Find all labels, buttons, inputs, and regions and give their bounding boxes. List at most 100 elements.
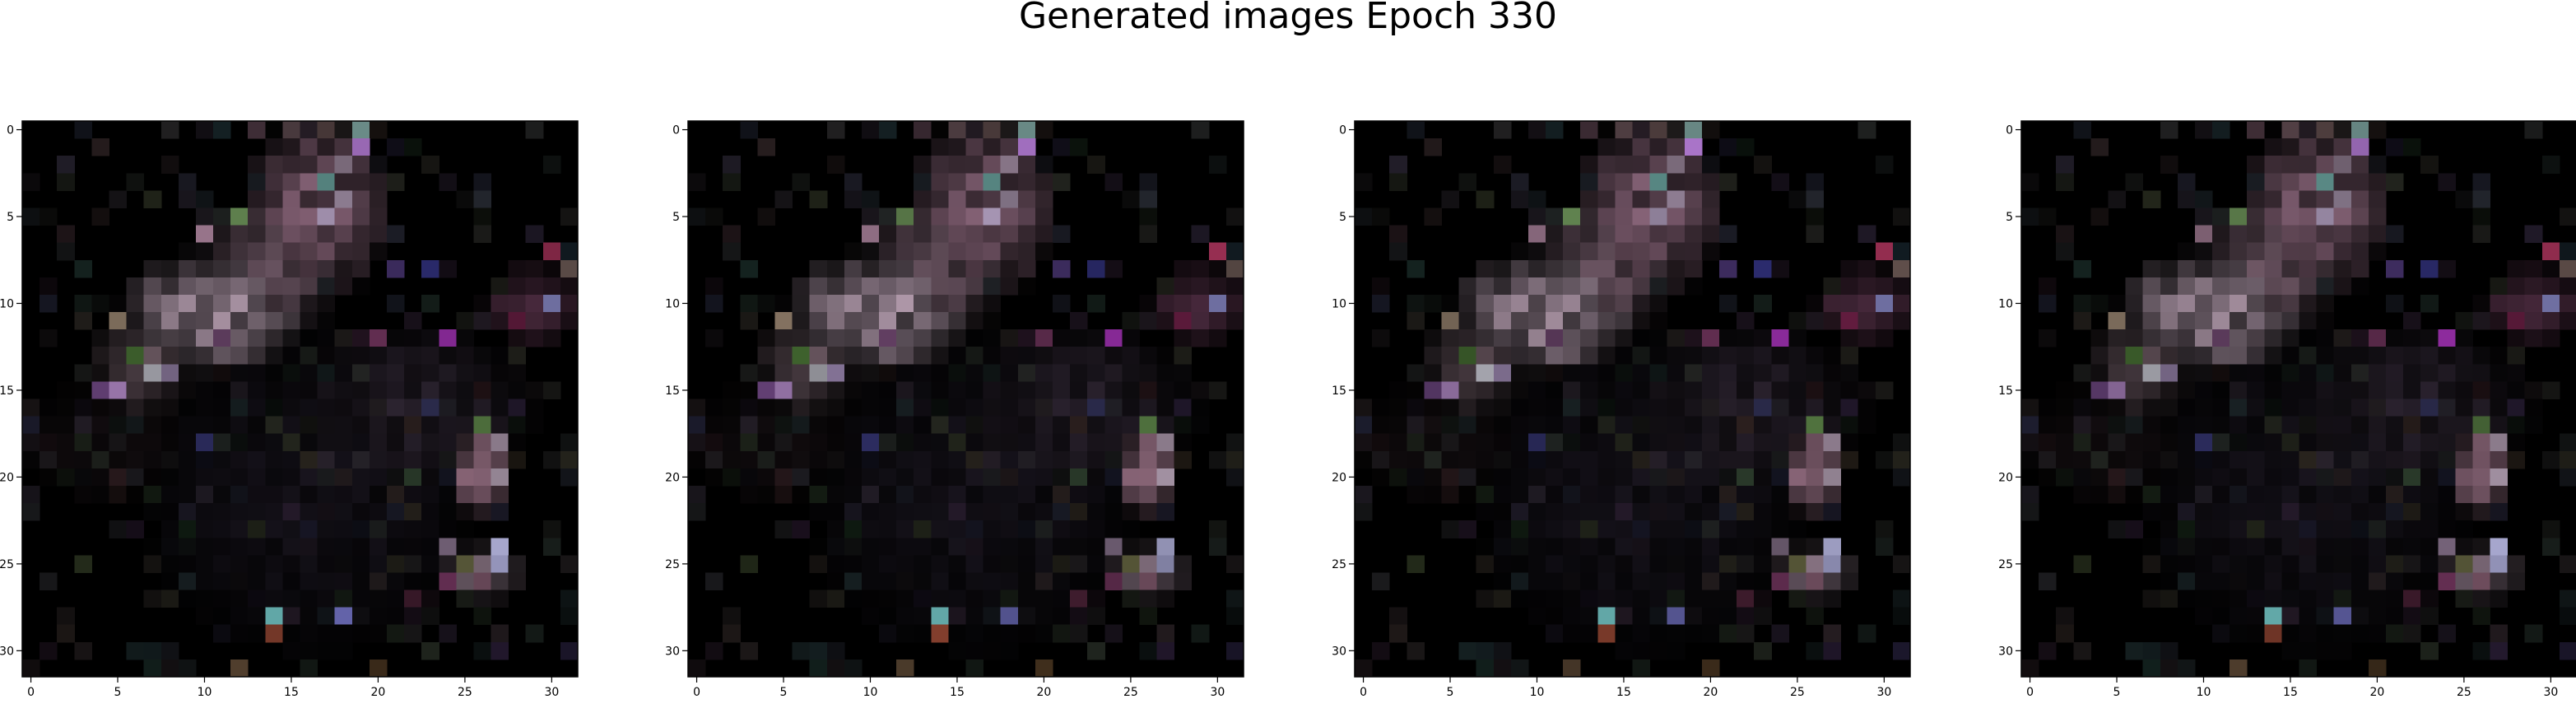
image-pixel — [317, 207, 336, 226]
image-pixel — [1355, 450, 1373, 469]
image-pixel — [1667, 555, 1686, 573]
image-pixel — [1649, 190, 1668, 208]
image-pixel — [931, 450, 949, 469]
image-pixel — [2264, 294, 2282, 313]
image-pixel — [334, 242, 353, 261]
image-pixel — [1632, 590, 1651, 608]
image-pixel — [2177, 485, 2196, 504]
image-pixel — [965, 329, 984, 347]
image-pixel — [914, 381, 932, 399]
image-pixel — [1052, 329, 1071, 347]
image-pixel — [2438, 538, 2456, 556]
image-pixel — [143, 381, 162, 399]
image-pixel — [861, 225, 880, 244]
image-pixel — [2230, 572, 2248, 591]
image-pixel — [300, 277, 319, 296]
image-pixel — [2316, 468, 2335, 487]
image-pixel — [948, 138, 966, 156]
image-pixel — [1580, 624, 1598, 643]
image-pixel — [1858, 277, 1876, 296]
image-pixel — [826, 398, 845, 417]
image-pixel — [1017, 416, 1036, 435]
image-pixel — [1104, 520, 1123, 538]
image-pixel — [983, 329, 1002, 347]
image-pixel — [2438, 416, 2456, 435]
image-pixel — [2316, 572, 2335, 591]
image-pixel — [1718, 364, 1737, 382]
image-pixel — [861, 190, 880, 208]
image-pixel — [1667, 607, 1686, 626]
image-pixel — [2177, 347, 2196, 365]
image-pixel — [421, 364, 439, 382]
image-pixel — [456, 433, 474, 452]
image-pixel — [1139, 590, 1158, 608]
image-pixel — [1372, 433, 1390, 452]
image-pixel — [1355, 416, 1373, 435]
image-pixel — [1737, 520, 1755, 538]
image-pixel — [404, 520, 422, 538]
image-pixel — [404, 503, 422, 521]
image-pixel — [2490, 277, 2509, 296]
image-pixel — [965, 485, 984, 504]
image-pixel — [1684, 607, 1703, 626]
image-pixel — [282, 485, 300, 504]
image-pixel — [914, 538, 932, 556]
image-pixel — [2299, 485, 2318, 504]
image-pixel — [809, 416, 828, 435]
image-pixel — [2472, 312, 2491, 330]
image-pixel — [1208, 381, 1227, 399]
image-pixel — [2350, 138, 2369, 156]
image-pixel — [265, 450, 283, 469]
image-pixel — [334, 190, 353, 208]
image-pixel — [1156, 294, 1175, 313]
image-pixel — [1139, 572, 1158, 591]
image-pixel — [404, 416, 422, 435]
image-pixel — [965, 138, 984, 156]
image-pixel — [1017, 572, 1036, 591]
image-pixel — [1087, 572, 1105, 591]
image-pixel — [143, 659, 162, 678]
image-pixel — [826, 485, 845, 504]
image-pixel — [2368, 347, 2387, 365]
image-pixel — [1718, 433, 1737, 452]
image-pixel — [126, 277, 145, 296]
image-pixel — [2177, 242, 2196, 261]
image-pixel — [1122, 468, 1140, 487]
image-pixel — [1667, 364, 1686, 382]
image-pixel — [723, 433, 741, 452]
image-pixel — [1667, 259, 1686, 278]
image-pixel — [792, 347, 811, 365]
image-pixel — [879, 121, 897, 139]
image-pixel — [1493, 277, 1512, 296]
image-pixel — [2455, 520, 2473, 538]
image-pixel — [931, 555, 949, 573]
image-pixel — [1718, 381, 1737, 399]
image-pixel — [386, 173, 405, 191]
image-pixel — [983, 433, 1002, 452]
image-pixel — [1632, 225, 1651, 244]
image-pixel — [351, 590, 370, 608]
image-pixel — [1510, 312, 1529, 330]
image-pixel — [1649, 156, 1668, 174]
image-pixel — [2247, 259, 2265, 278]
image-pixel — [2212, 121, 2230, 139]
image-pixel — [879, 624, 897, 643]
image-pixel — [948, 520, 966, 538]
image-pixel — [1546, 364, 1564, 382]
image-pixel — [1441, 312, 1460, 330]
image-pixel — [914, 207, 932, 226]
image-pixel — [861, 503, 880, 521]
image-pixel — [983, 312, 1002, 330]
image-pixel — [317, 503, 336, 521]
image-pixel — [91, 485, 109, 504]
image-pixel — [439, 572, 457, 591]
image-pixels — [2021, 121, 2576, 678]
image-pixel — [2333, 121, 2352, 139]
image-pixel — [2264, 555, 2282, 573]
image-pixel — [213, 381, 231, 399]
image-pixel — [1476, 433, 1495, 452]
image-pixel — [2507, 312, 2526, 330]
image-pixel — [213, 520, 231, 538]
image-pixel — [1701, 398, 1720, 417]
image-pixel — [2264, 590, 2282, 608]
